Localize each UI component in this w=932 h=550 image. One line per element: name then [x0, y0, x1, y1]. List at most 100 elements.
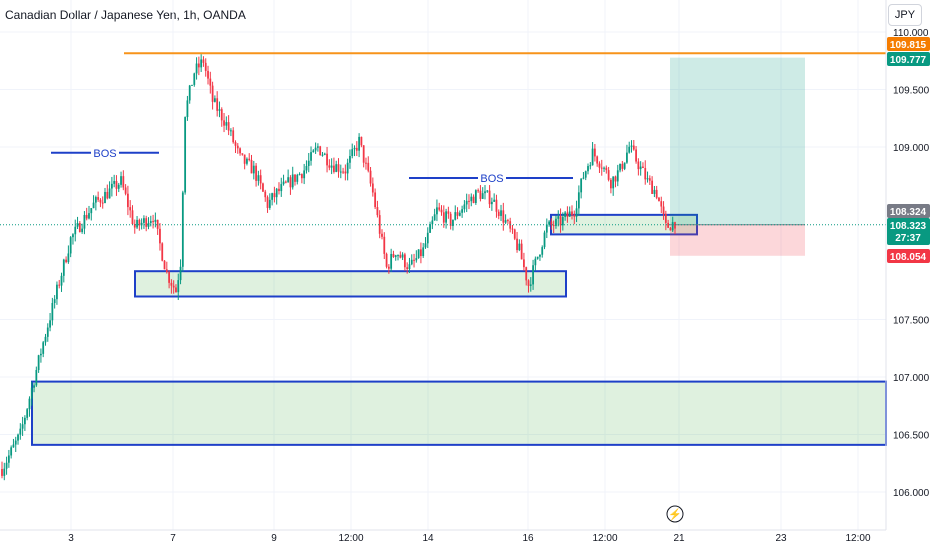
candle-body [387, 266, 390, 269]
candle-body [207, 70, 209, 79]
x-tick-label: 16 [522, 533, 534, 544]
candle-body [458, 212, 461, 216]
candle-body [90, 208, 93, 214]
candle-body [7, 455, 10, 463]
candle-body [523, 259, 525, 268]
last-price-label: 108.324 [890, 207, 927, 218]
last-price-label-bg [887, 204, 930, 218]
candle-body [133, 223, 136, 228]
candle-body [170, 282, 173, 286]
candle-body [310, 152, 312, 161]
candle-body [177, 280, 180, 293]
candle-body [143, 218, 145, 223]
bos-label-bg [478, 170, 506, 186]
candle-body [346, 162, 349, 174]
candle-body [541, 247, 544, 255]
candle-body [110, 183, 113, 189]
candle-body [351, 149, 354, 157]
candle-body [252, 165, 255, 174]
candle-body [81, 228, 84, 232]
currency-button[interactable]: JPY [888, 4, 922, 26]
candle-body [452, 219, 454, 226]
resistance-price-label-bg [887, 37, 930, 51]
candle-body [234, 142, 237, 146]
candle-body [307, 160, 310, 167]
candle-body [284, 181, 287, 183]
candle-body [122, 176, 125, 188]
y-tick-label: 109.500 [893, 86, 930, 97]
candle-body [218, 109, 221, 111]
candle-body [227, 122, 230, 131]
candle-body [266, 197, 269, 208]
candle-body [28, 398, 31, 410]
candle-body [628, 146, 631, 153]
candle-body [484, 191, 486, 194]
candle-body [56, 284, 58, 300]
candle-body [104, 191, 106, 204]
candle-body [193, 73, 196, 85]
candle-body [323, 153, 326, 155]
candle-body [165, 269, 168, 273]
candle-body [543, 232, 546, 248]
demand-zone [134, 270, 567, 298]
candle-body [42, 342, 45, 354]
candle-body [10, 447, 13, 456]
candle-body [472, 196, 475, 204]
candle-body [355, 147, 358, 151]
candle-body [1, 469, 3, 476]
candle-body [667, 222, 670, 228]
candle-body [115, 180, 118, 189]
candle-body [401, 254, 404, 258]
candle-body [154, 219, 157, 222]
candle-body [420, 249, 422, 257]
candle-body [442, 212, 445, 223]
candle-body [65, 259, 67, 263]
bos-annotations: BOS BOS [51, 144, 573, 186]
x-tick-label: 9 [271, 533, 277, 544]
refresh-icon[interactable]: ⚡ [666, 505, 684, 523]
candle-body [662, 206, 665, 214]
candle-body [213, 98, 216, 102]
candle-body [296, 174, 299, 182]
candle-body [225, 122, 228, 126]
candle-body [17, 434, 19, 441]
candle-body [506, 220, 509, 222]
candle-body [621, 163, 624, 169]
candle-body [637, 161, 640, 170]
candle-body [314, 147, 317, 151]
candle-body [513, 229, 516, 239]
candle-body [255, 165, 257, 181]
candle-body [371, 183, 374, 193]
candle-body [415, 258, 418, 261]
candle-body [362, 145, 365, 163]
candle-body [330, 165, 333, 168]
candle-body [294, 174, 296, 182]
candle-body [564, 212, 567, 217]
candle-body [440, 209, 443, 213]
x-tick-label: 23 [775, 533, 787, 544]
candle-body [591, 148, 594, 166]
candle-body [447, 211, 450, 214]
candle-body [511, 228, 514, 230]
long-position-tool[interactable] [670, 57, 805, 256]
candle-body [30, 387, 33, 399]
candle-body [321, 154, 324, 156]
candle-body [577, 192, 580, 209]
stop-loss-price-label-bg [887, 249, 930, 263]
x-tick-label: 12:00 [592, 533, 617, 544]
candle-body [349, 156, 351, 163]
candle-body [495, 199, 498, 212]
candle-body [557, 216, 560, 219]
candle-body [582, 177, 585, 179]
candle-body [612, 176, 615, 189]
candle-body [280, 184, 283, 192]
candle-body [658, 197, 660, 202]
candle-body [630, 145, 633, 147]
candle-body [360, 136, 363, 146]
candle-body [200, 59, 203, 68]
candle-body [129, 207, 132, 211]
candle-body [209, 78, 212, 86]
stop-loss-price-label: 108.054 [890, 252, 927, 263]
candle-body [21, 424, 24, 429]
